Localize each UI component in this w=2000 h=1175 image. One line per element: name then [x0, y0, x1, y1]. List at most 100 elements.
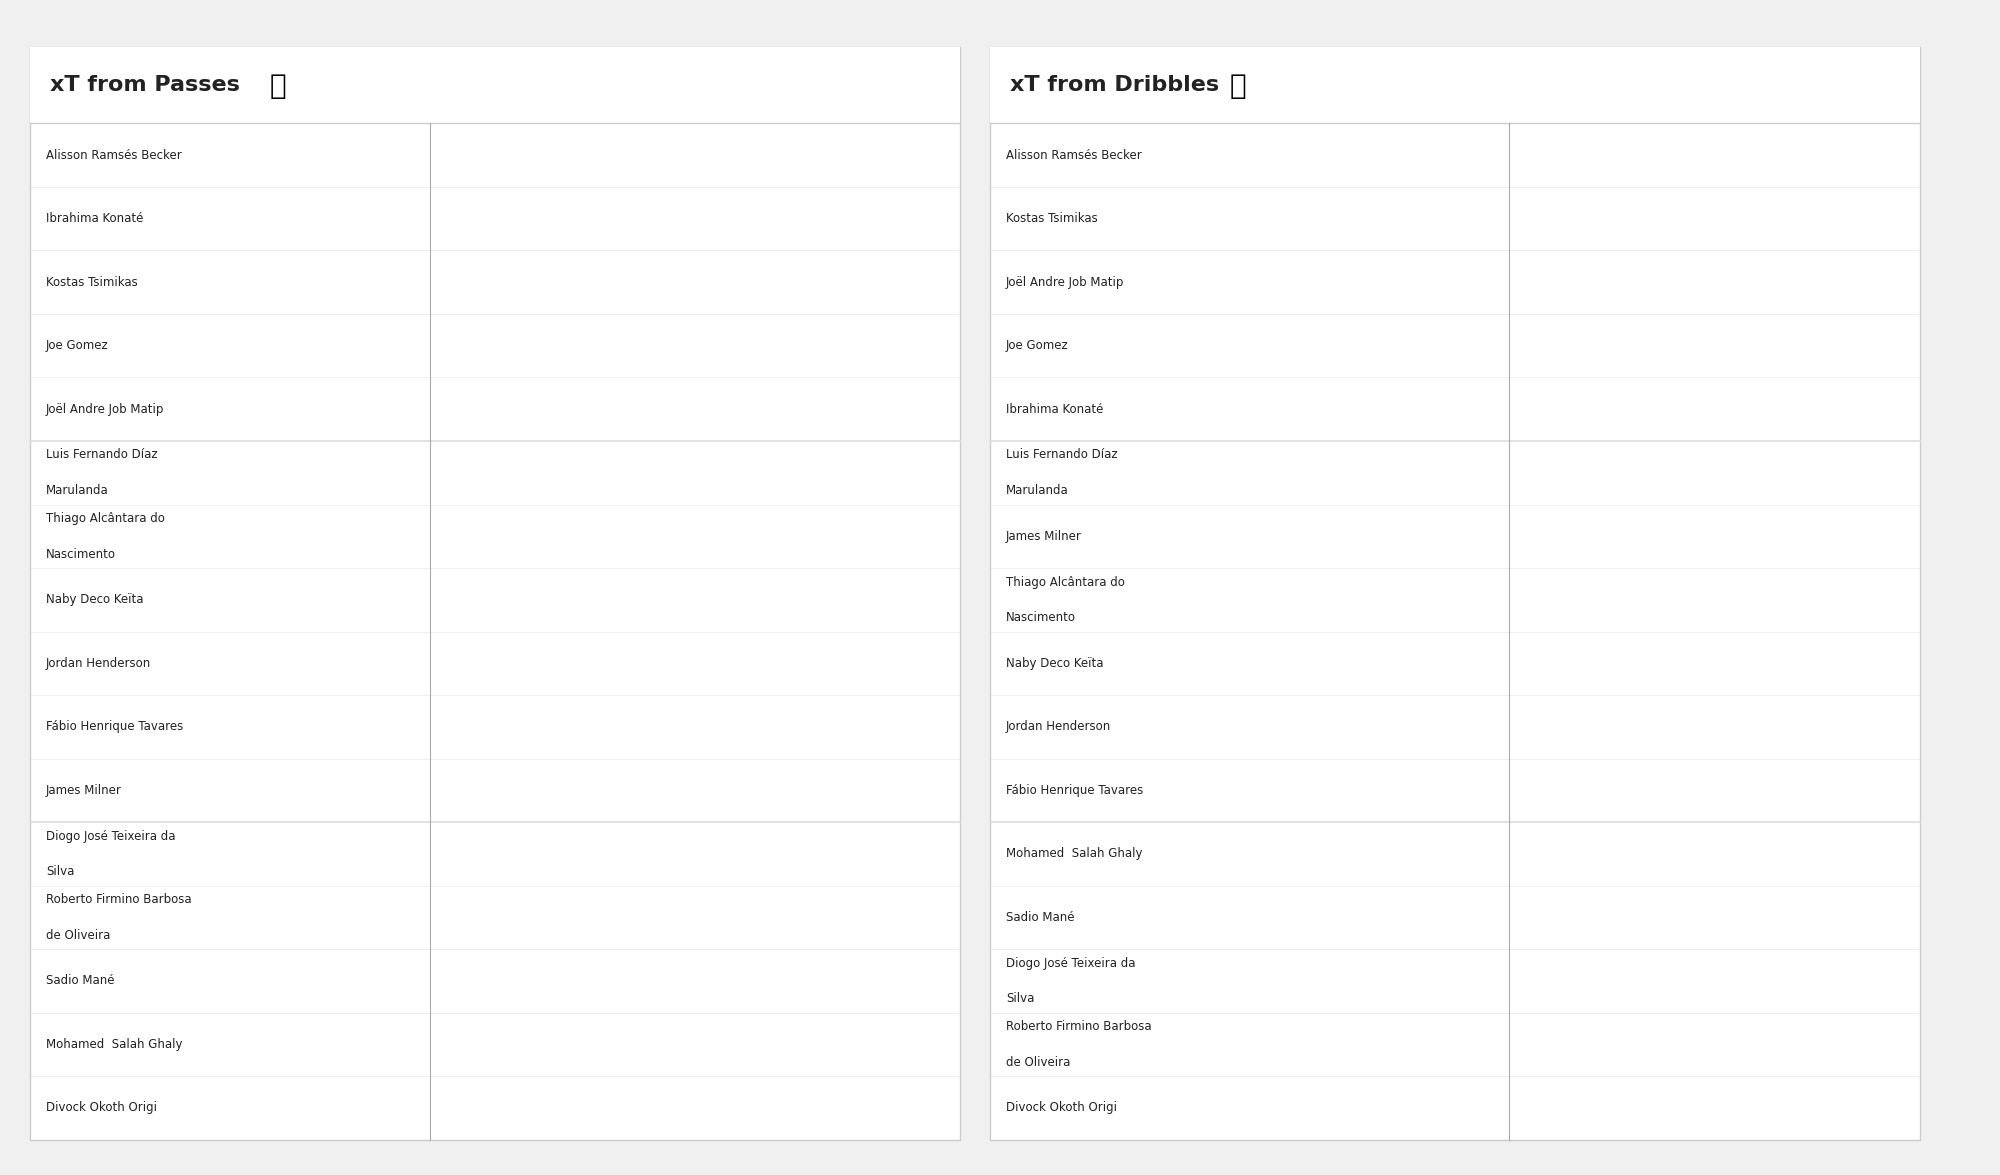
- Text: Roberto Firmino Barbosa: Roberto Firmino Barbosa: [46, 893, 192, 906]
- Text: Alisson Ramsés Becker: Alisson Ramsés Becker: [1006, 148, 1142, 162]
- Text: 0: 0: [1514, 277, 1522, 287]
- Bar: [430, 960, 606, 1001]
- Text: 0.23: 0.23: [592, 404, 620, 415]
- Text: James Milner: James Milner: [1006, 530, 1082, 543]
- Bar: [418, 199, 430, 240]
- Text: Silva: Silva: [1006, 992, 1034, 1006]
- Text: 0.002: 0.002: [1522, 595, 1556, 605]
- Text: xT from Dribbles: xT from Dribbles: [1010, 75, 1220, 95]
- Bar: [1510, 960, 1562, 1001]
- Bar: [380, 833, 430, 874]
- Text: 0: 0: [1514, 404, 1522, 415]
- Text: 0.51: 0.51: [782, 848, 810, 859]
- Text: 0.67: 0.67: [890, 468, 918, 478]
- Text: Luis Fernando Díaz: Luis Fernando Díaz: [1006, 449, 1118, 462]
- Text: Divock Okoth Origi: Divock Okoth Origi: [46, 1101, 156, 1115]
- Bar: [358, 770, 430, 811]
- Text: Naby Deco Keïta: Naby Deco Keïta: [46, 593, 144, 606]
- Text: -0.148: -0.148: [284, 595, 324, 605]
- Bar: [430, 897, 640, 938]
- Text: -0.018: -0.018: [1400, 214, 1440, 223]
- Text: 0.25: 0.25: [606, 531, 632, 542]
- Text: 0.32: 0.32: [654, 341, 680, 350]
- Text: 0.085: 0.085: [1818, 468, 1854, 478]
- Bar: [1506, 262, 1510, 303]
- Bar: [1392, 1023, 1510, 1065]
- Bar: [1510, 199, 1788, 240]
- Bar: [358, 897, 430, 938]
- Text: Marulanda: Marulanda: [1006, 484, 1068, 497]
- Text: 0.025: 0.025: [1604, 848, 1638, 859]
- Text: 0.11: 0.11: [510, 721, 538, 732]
- Text: 0: 0: [1514, 150, 1522, 160]
- Text: Sadio Mané: Sadio Mané: [1006, 911, 1074, 924]
- Text: de Oliveira: de Oliveira: [46, 928, 110, 941]
- Bar: [430, 516, 600, 557]
- Bar: [1506, 452, 1510, 494]
- Text: 0.003: 0.003: [1526, 531, 1560, 542]
- Bar: [430, 706, 506, 747]
- Bar: [430, 833, 776, 874]
- Text: ⚽: ⚽: [270, 72, 286, 100]
- Bar: [352, 706, 430, 747]
- Text: 0.04: 0.04: [464, 150, 490, 160]
- Bar: [430, 1023, 580, 1065]
- Text: Thiago Alcântara do: Thiago Alcântara do: [1006, 576, 1124, 589]
- Text: -0.098: -0.098: [318, 277, 358, 287]
- Text: Joe Gomez: Joe Gomez: [46, 340, 108, 352]
- Text: 0.18: 0.18: [558, 658, 586, 669]
- Bar: [1510, 833, 1598, 874]
- Bar: [390, 960, 430, 1001]
- Text: -0.06: -0.06: [352, 976, 384, 986]
- Bar: [1506, 897, 1510, 938]
- Text: 0: 0: [1514, 721, 1522, 732]
- Bar: [418, 452, 430, 494]
- Text: -0.033: -0.033: [1346, 1040, 1386, 1049]
- Text: Nascimento: Nascimento: [46, 548, 116, 560]
- Text: Sadio Mané: Sadio Mané: [46, 974, 114, 987]
- Text: -0.1: -0.1: [332, 658, 358, 669]
- Text: 0: 0: [1514, 658, 1522, 669]
- Text: Joël Andre Job Matip: Joël Andre Job Matip: [46, 403, 164, 416]
- Text: 0: 0: [1496, 404, 1504, 415]
- Text: 0.078: 0.078: [1794, 214, 1828, 223]
- Text: 0.31: 0.31: [646, 913, 674, 922]
- Text: -0.107: -0.107: [312, 913, 352, 922]
- Text: 0: 0: [1496, 658, 1504, 669]
- Bar: [430, 1087, 450, 1129]
- Bar: [430, 579, 586, 620]
- Text: 0: 0: [1514, 1103, 1522, 1113]
- Text: 0: 0: [418, 150, 426, 160]
- Text: Joe Gomez: Joe Gomez: [1006, 340, 1068, 352]
- Text: 0: 0: [1496, 341, 1504, 350]
- Text: -0.055: -0.055: [348, 404, 388, 415]
- Text: 0.03: 0.03: [456, 1103, 484, 1113]
- Bar: [1510, 452, 1812, 494]
- Bar: [1510, 897, 1594, 938]
- Text: Ibrahima Konaté: Ibrahima Konaté: [1006, 403, 1104, 416]
- Bar: [348, 1023, 430, 1065]
- Text: 0.024: 0.024: [1600, 913, 1636, 922]
- Text: 0: 0: [1496, 595, 1504, 605]
- Text: -0.115: -0.115: [308, 721, 346, 732]
- Bar: [330, 579, 430, 620]
- Text: Jordan Henderson: Jordan Henderson: [1006, 720, 1112, 733]
- Text: -0.122: -0.122: [302, 1040, 342, 1049]
- Text: 0.23: 0.23: [592, 595, 620, 605]
- Text: Joël Andre Job Matip: Joël Andre Job Matip: [1006, 276, 1124, 289]
- Text: 0.22: 0.22: [586, 1040, 612, 1049]
- Bar: [430, 262, 742, 303]
- Bar: [364, 262, 430, 303]
- Text: 0: 0: [1514, 785, 1522, 795]
- Text: Fábio Henrique Tavares: Fábio Henrique Tavares: [46, 720, 184, 733]
- Text: Naby Deco Keïta: Naby Deco Keïta: [1006, 657, 1104, 670]
- Text: Diogo José Teixeira da: Diogo José Teixeira da: [46, 830, 176, 842]
- Text: Mohamed  Salah Ghaly: Mohamed Salah Ghaly: [1006, 847, 1142, 860]
- Text: 0: 0: [1514, 341, 1522, 350]
- Text: 0: 0: [1496, 785, 1504, 795]
- Text: 0: 0: [1496, 150, 1504, 160]
- Text: Kostas Tsimikas: Kostas Tsimikas: [1006, 213, 1098, 226]
- Text: Roberto Firmino Barbosa: Roberto Firmino Barbosa: [1006, 1020, 1152, 1033]
- Text: -0.001: -0.001: [1460, 277, 1500, 287]
- Text: Thiago Alcântara do: Thiago Alcântara do: [46, 512, 164, 525]
